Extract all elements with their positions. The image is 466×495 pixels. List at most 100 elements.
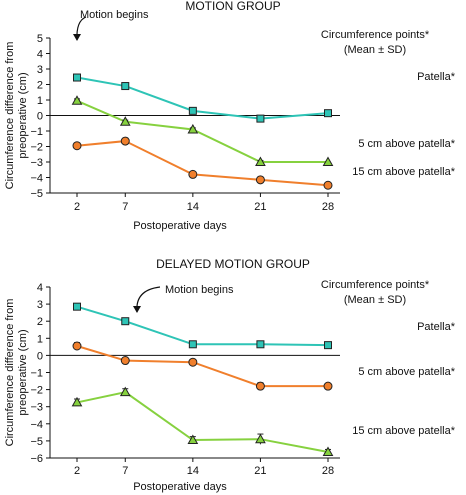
data-point (188, 169, 198, 179)
x-tick-label: 21 (254, 465, 266, 477)
data-point (119, 386, 131, 397)
x-tick-label: 14 (187, 465, 199, 477)
series-label: 15 cm above patella* (352, 166, 455, 178)
data-point (322, 446, 334, 457)
chart-panel-2: DELAYED MOTION GROUP −6 −5 −4 −3 −2 −1 0 1 2 3 4 2 7 1… (4, 257, 456, 493)
y-tick-label: −6 (30, 453, 43, 465)
y-tick-label: −1 (30, 368, 43, 380)
y-axis-label-line: preoperative (cm) (17, 329, 29, 415)
data-point (255, 175, 265, 185)
series-2: 5 cm above patella* (71, 95, 456, 166)
y-tick-label: 4 (37, 49, 43, 61)
data-point (188, 340, 197, 349)
data-point (119, 116, 131, 126)
series-line (76, 345, 328, 388)
data-point (255, 156, 266, 166)
y-tick-label: −4 (30, 419, 43, 431)
series-label: 15 cm above patella* (352, 425, 455, 437)
chart-title: MOTION GROUP (185, 0, 280, 13)
data-point (255, 381, 265, 391)
chart-panel-1: MOTION GROUP −5 −4 −3 −2 −1 0 1 2 3 4 5 2 7 14 21 28 Post… (4, 0, 456, 232)
series-line (76, 305, 329, 347)
y-tick-label: −2 (30, 385, 43, 397)
x-tick-label: 2 (74, 465, 80, 477)
series-3: 15 cm above patella* (72, 136, 456, 190)
y-tick-label: 5 (37, 33, 43, 45)
y-tick-label: −3 (30, 402, 43, 414)
data-point (73, 73, 81, 82)
arrowhead-icon (133, 306, 141, 313)
data-point (324, 341, 332, 350)
y-tick-label: 2 (37, 80, 43, 92)
data-point (73, 302, 81, 311)
data-point (71, 95, 83, 105)
y-tick-label: −1 (30, 126, 43, 138)
x-axis-label: Postoperative days (133, 220, 227, 232)
y-axis-label-line: Circumference difference from (4, 42, 16, 190)
annotation-arrow (136, 286, 161, 313)
arrowhead-icon (73, 34, 81, 41)
data-point (188, 106, 197, 115)
data-point (255, 433, 266, 444)
data-point (120, 136, 130, 146)
data-point (256, 114, 265, 123)
legend-title: Circumference points* (321, 29, 430, 41)
y-tick-label: −5 (30, 188, 43, 200)
legend-title: (Mean ± SD) (344, 44, 406, 56)
y-tick-label: 3 (37, 299, 43, 311)
data-point (187, 123, 199, 134)
series-1: Patella* (73, 302, 456, 350)
y-tick-label: −4 (30, 173, 43, 185)
series-2: 5 cm above patella* (72, 341, 456, 391)
data-point (323, 381, 333, 391)
series-line (76, 391, 329, 453)
legend-title: Circumference points* (321, 279, 430, 291)
y-tick-label: 2 (37, 316, 43, 328)
series-line (76, 99, 328, 163)
y-tick-label: 0 (37, 350, 43, 362)
data-point (121, 317, 130, 326)
y-tick-label: 1 (37, 333, 43, 345)
data-point (71, 396, 83, 407)
series-line (76, 140, 329, 187)
motion-begins-annotation: Motion begins (73, 9, 149, 41)
y-tick-label: 0 (37, 111, 43, 123)
y-axis-label-line: Circumference difference from (4, 299, 16, 447)
series-label: 5 cm above patella* (358, 366, 455, 378)
data-point (188, 357, 198, 367)
data-point (256, 340, 265, 349)
data-point (323, 180, 333, 190)
x-tick-label: 7 (122, 201, 128, 213)
y-axis-label: Circumference difference frompreoperativ… (4, 42, 29, 190)
data-point (187, 434, 199, 445)
x-axis-label: Postoperative days (133, 481, 227, 493)
annotation-label: Motion begins (80, 9, 149, 21)
data-point (72, 341, 82, 351)
x-tick-label: 7 (122, 465, 128, 477)
series-label: Patella* (417, 71, 456, 83)
series-1: Patella* (73, 71, 456, 123)
y-tick-label: 3 (37, 64, 43, 76)
x-tick-label: 28 (322, 201, 334, 213)
chart-title: DELAYED MOTION GROUP (156, 257, 310, 271)
x-tick-label: 14 (187, 201, 199, 213)
y-axis-label: Circumference difference frompreoperativ… (4, 299, 29, 447)
annotation-label: Motion begins (165, 284, 234, 296)
series-3: 15 cm above patella* (71, 386, 456, 457)
y-axis-label-line: preoperative (cm) (17, 72, 29, 158)
x-tick-label: 2 (74, 201, 80, 213)
y-tick-label: 4 (37, 282, 43, 294)
motion-begins-annotation: Motion begins (133, 284, 234, 313)
data-point (72, 141, 82, 151)
data-point (120, 356, 130, 366)
legend-title: (Mean ± SD) (344, 294, 406, 306)
x-tick-label: 28 (322, 465, 334, 477)
y-tick-label: −2 (30, 142, 43, 154)
series-line (76, 76, 329, 120)
y-tick-label: −5 (30, 436, 43, 448)
x-tick-label: 21 (254, 201, 266, 213)
y-tick-label: 1 (37, 95, 43, 107)
series-label: 5 cm above patella* (358, 138, 455, 150)
data-point (322, 156, 334, 166)
